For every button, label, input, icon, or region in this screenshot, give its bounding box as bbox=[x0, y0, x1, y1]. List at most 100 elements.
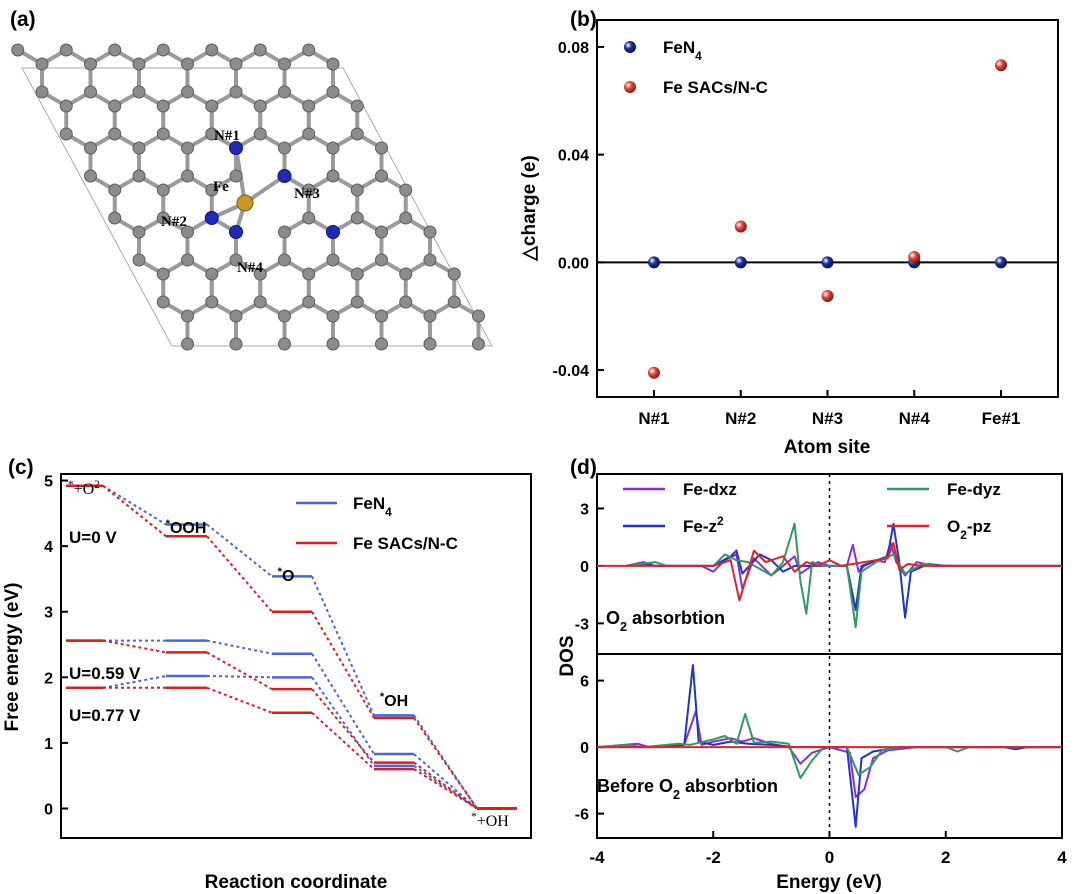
y-axis-label-c: Free energy (eV) bbox=[2, 583, 23, 732]
x-tick-label: 4 bbox=[1057, 848, 1067, 867]
carbon-atom bbox=[59, 43, 73, 57]
carbon-atom bbox=[181, 253, 195, 267]
dos-chart: -3 0 3 -6 0 6 -4 -2 0 2 4 O2 absorbtion Before O2 … bbox=[557, 473, 1067, 893]
carbon-atom bbox=[181, 85, 195, 99]
carbon-atom bbox=[229, 337, 243, 351]
legend-entry: Fe-dyz bbox=[947, 480, 1001, 499]
y-ticks-b: -0.04 0.00 0.04 0.08 bbox=[553, 40, 604, 380]
carbon-atom bbox=[132, 85, 146, 99]
y-tick-label: 0.08 bbox=[558, 40, 589, 57]
nitrogen-atom bbox=[277, 169, 292, 183]
step-connector bbox=[311, 653, 375, 755]
y-tick-label: 0 bbox=[580, 740, 589, 757]
carbon-atom bbox=[302, 43, 316, 57]
carbon-atom bbox=[277, 309, 291, 323]
step-label: *OH bbox=[380, 691, 408, 710]
carbon-atom bbox=[132, 57, 146, 71]
x-tick-label: N#1 bbox=[638, 409, 669, 428]
step-connector bbox=[413, 768, 478, 810]
step-connector bbox=[102, 485, 167, 538]
carbon-atom bbox=[84, 169, 98, 183]
y-tick-label: 0.04 bbox=[558, 148, 589, 165]
nitrogen-atom bbox=[325, 225, 340, 239]
carbon-atom bbox=[326, 337, 340, 351]
carbon-atom bbox=[277, 225, 291, 239]
x-tick-label: Fe#1 bbox=[982, 409, 1021, 428]
x-tick-label: 0 bbox=[825, 848, 834, 867]
x-ticks-b: N#1 N#2 N#3 N#4 Fe#1 bbox=[638, 390, 1020, 428]
carbon-atom bbox=[132, 225, 146, 239]
carbon-atom bbox=[399, 211, 413, 225]
x-tick-label: N#2 bbox=[725, 409, 756, 428]
carbon-atom bbox=[277, 253, 291, 267]
carbon-atom bbox=[253, 43, 267, 57]
carbon-atom bbox=[205, 127, 219, 141]
x-tick-label: N#4 bbox=[899, 409, 931, 428]
carbon-atom bbox=[253, 99, 267, 113]
data-points-b bbox=[648, 59, 1007, 379]
step-connector bbox=[311, 575, 375, 716]
carbon-atom bbox=[374, 225, 388, 239]
carbon-atom bbox=[84, 85, 98, 99]
y-tick-label: 1 bbox=[44, 736, 53, 753]
step-connector bbox=[311, 711, 375, 770]
y-tick-label: -0.04 bbox=[553, 363, 590, 380]
step-label: *+OH bbox=[471, 811, 509, 830]
carbon-atom bbox=[181, 169, 195, 183]
carbon-atom bbox=[302, 295, 316, 309]
step-connector bbox=[413, 753, 478, 810]
y-tick-label: 0 bbox=[580, 559, 589, 576]
y-tick-label: -6 bbox=[575, 807, 589, 824]
legend-b: FeN4 Fe SACs/N-C bbox=[624, 38, 768, 97]
potential-label: U=0 V bbox=[69, 528, 117, 547]
carbon-atom bbox=[253, 267, 267, 281]
legend-c: FeN4 Fe SACs/N-C bbox=[296, 494, 458, 553]
step-connector bbox=[206, 535, 273, 613]
carbon-atom bbox=[156, 211, 170, 225]
carbon-atom bbox=[350, 295, 364, 309]
step-connector bbox=[206, 639, 273, 655]
potential-label: U=0.77 V bbox=[69, 706, 141, 725]
carbon-atom bbox=[132, 253, 146, 267]
plot-frame-b bbox=[596, 19, 1059, 398]
carbon-atom bbox=[108, 99, 122, 113]
carbon-atom bbox=[326, 57, 340, 71]
carbon-atom bbox=[399, 295, 413, 309]
x-tick-label: 2 bbox=[941, 848, 950, 867]
y-tick-label: 3 bbox=[44, 605, 53, 622]
carbon-atom bbox=[374, 337, 388, 351]
y-tick-label: 0.00 bbox=[558, 255, 589, 272]
carbon-atom bbox=[205, 183, 219, 197]
y-axis-label-b: △charge (e) bbox=[519, 155, 540, 261]
carbon-atom bbox=[326, 141, 340, 155]
carbon-atom bbox=[302, 99, 316, 113]
carbon-atom bbox=[326, 169, 340, 183]
carbon-atom bbox=[423, 225, 437, 239]
x-axis-label-b: Atom site bbox=[784, 437, 871, 458]
carbon-atom bbox=[229, 169, 243, 183]
carbon-atom bbox=[59, 127, 73, 141]
carbon-atom bbox=[205, 267, 219, 281]
carbon-atom bbox=[423, 253, 437, 267]
carbon-atom bbox=[277, 57, 291, 71]
carbon-atom bbox=[84, 57, 98, 71]
legend-entry: Fe-z2 bbox=[683, 514, 724, 536]
carbon-atom bbox=[156, 183, 170, 197]
carbon-atom bbox=[374, 169, 388, 183]
label-n1: N#1 bbox=[214, 128, 240, 144]
carbon-atom bbox=[181, 309, 195, 323]
data-point bbox=[821, 290, 834, 303]
x-tick-label: -2 bbox=[706, 848, 721, 867]
x-axis-label-d: Energy (eV) bbox=[776, 872, 882, 893]
carbon-atom bbox=[350, 99, 364, 113]
step-connector bbox=[102, 639, 167, 654]
legend-marker bbox=[624, 41, 636, 53]
carbon-atom bbox=[326, 309, 340, 323]
carbon-atom bbox=[132, 169, 146, 183]
y-tick-label: 3 bbox=[580, 501, 589, 518]
carbon-atom bbox=[302, 183, 316, 197]
dos-curve bbox=[625, 522, 1062, 619]
panel-label-a: (a) bbox=[10, 8, 36, 31]
